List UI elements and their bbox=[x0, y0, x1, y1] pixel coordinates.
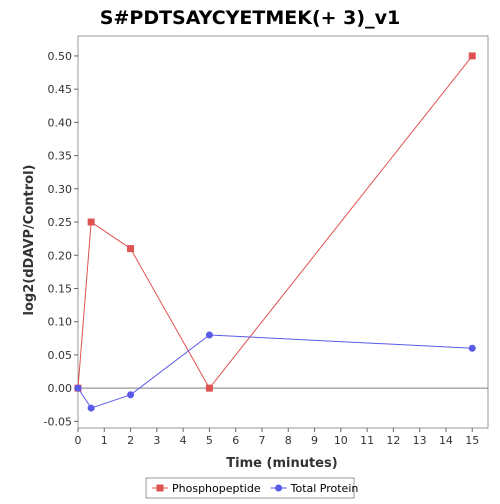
plot-frame bbox=[77, 35, 489, 429]
y-tick-label: 0.40 bbox=[48, 116, 73, 129]
x-tick-label: 9 bbox=[311, 434, 318, 447]
y-tick-label: 0.05 bbox=[48, 349, 73, 362]
x-tick-label: 6 bbox=[232, 434, 239, 447]
x-tick-label: 0 bbox=[75, 434, 82, 447]
x-tick-label: 4 bbox=[180, 434, 187, 447]
y-tick-label: 0.35 bbox=[48, 150, 73, 163]
y-tick-label: 0.45 bbox=[48, 83, 73, 96]
x-tick-label: 11 bbox=[360, 434, 374, 447]
x-tick-label: 15 bbox=[465, 434, 479, 447]
data-point-total-protein bbox=[74, 384, 82, 392]
x-tick-label: 7 bbox=[258, 434, 265, 447]
legend-marker-total-protein bbox=[275, 484, 283, 492]
legend-marker-phosphopeptide bbox=[156, 484, 164, 492]
legend-label-phosphopeptide: Phosphopeptide bbox=[172, 482, 261, 495]
x-tick-label: 3 bbox=[153, 434, 160, 447]
x-axis-title: Time (minutes) bbox=[226, 456, 337, 471]
y-tick-label: -0.05 bbox=[44, 415, 72, 428]
y-tick-label: 0.30 bbox=[48, 183, 73, 196]
y-tick-label: 0.00 bbox=[48, 382, 73, 395]
data-point-total-protein bbox=[205, 331, 213, 339]
data-point-total-protein bbox=[127, 391, 135, 399]
legend-label-total-protein: Total Protein bbox=[290, 482, 359, 495]
x-tick-label: 2 bbox=[127, 434, 134, 447]
y-tick-label: 0.50 bbox=[48, 50, 73, 63]
data-point-total-protein bbox=[87, 404, 95, 412]
x-tick-label: 14 bbox=[439, 434, 453, 447]
data-point-phosphopeptide bbox=[127, 245, 135, 253]
data-point-phosphopeptide bbox=[87, 218, 95, 226]
y-tick-label: 0.25 bbox=[48, 216, 73, 229]
x-tick-label: 10 bbox=[334, 434, 348, 447]
plot-area: -0.05 0.00 0.05 0.10 0.15 0.20 0.25 0.30 0.35 0.4… bbox=[44, 35, 489, 447]
x-tick-label: 8 bbox=[285, 434, 292, 447]
legend-box bbox=[145, 477, 355, 499]
data-point-total-protein bbox=[468, 344, 476, 352]
x-tick-label: 1 bbox=[101, 434, 108, 447]
data-point-phosphopeptide bbox=[468, 52, 476, 60]
x-tick-label: 12 bbox=[386, 434, 400, 447]
chart-title: S#PDTSAYCYETMEK(+ 3)_v1 bbox=[100, 7, 400, 29]
y-tick-label: 0.20 bbox=[48, 249, 73, 262]
y-tick-label: 0.10 bbox=[48, 316, 73, 329]
data-point-phosphopeptide bbox=[205, 384, 213, 392]
y-tick-label: 0.15 bbox=[48, 282, 73, 295]
x-tick-label: 13 bbox=[413, 434, 427, 447]
y-axis-title: log2(dDAVP/Control) bbox=[22, 165, 37, 316]
legend: Phosphopeptide Total Protein bbox=[145, 477, 359, 499]
x-tick-label: 5 bbox=[206, 434, 213, 447]
